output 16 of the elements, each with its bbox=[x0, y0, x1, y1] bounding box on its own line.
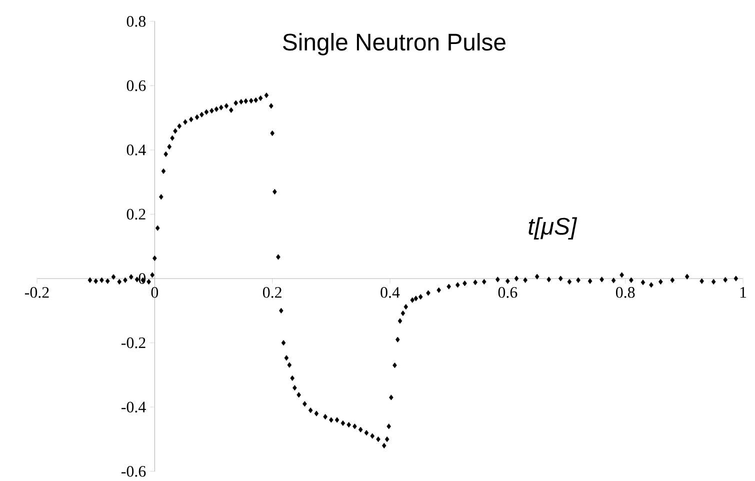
y-tick-label: 0.4 bbox=[126, 144, 146, 156]
y-tick-label: 0.6 bbox=[126, 80, 146, 92]
x-tick-label: 0.2 bbox=[262, 287, 282, 298]
x-tick-label: 0.4 bbox=[380, 287, 400, 298]
chart-title: Single Neutron Pulse bbox=[283, 33, 506, 56]
y-tick-label: -0.4 bbox=[122, 402, 146, 413]
y-tick-label: -0.6 bbox=[122, 466, 146, 477]
y-tick-label: 0.8 bbox=[126, 16, 146, 27]
x-tick-label: 0.8 bbox=[616, 287, 635, 298]
x-axis-title: t[μS] bbox=[528, 217, 578, 240]
x-tick-label: 0 bbox=[151, 287, 158, 298]
x-tick-label: 0.6 bbox=[498, 287, 518, 298]
y-tick-label: 0.2 bbox=[126, 208, 146, 220]
x-tick-label: -0.2 bbox=[24, 287, 49, 298]
x-tick-label: 1 bbox=[740, 287, 746, 298]
y-tick-label: -0.2 bbox=[122, 337, 146, 348]
